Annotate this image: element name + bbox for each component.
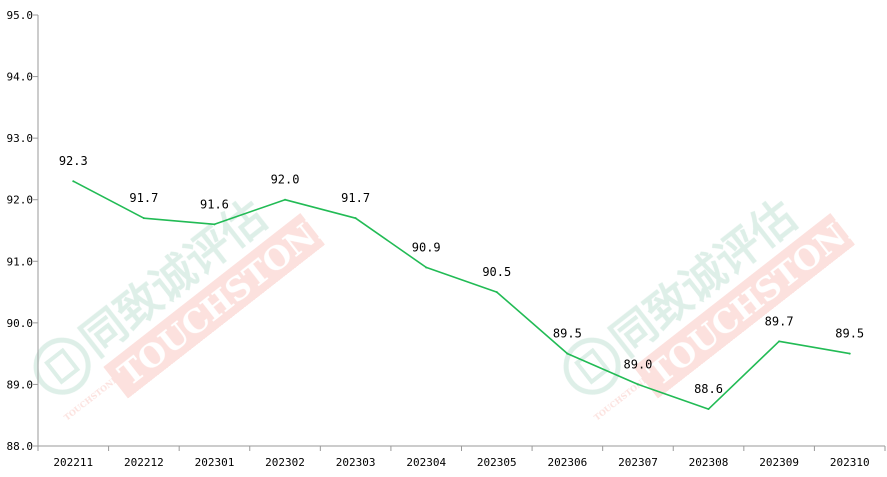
data-label: 90.5 — [482, 265, 511, 279]
watermark-logo-icon — [563, 337, 621, 395]
data-label: 92.3 — [59, 154, 88, 168]
x-tick-label: 202305 — [477, 456, 517, 469]
x-tick-label: 202303 — [336, 456, 376, 469]
x-tick-label: 202309 — [759, 456, 799, 469]
data-point — [707, 408, 710, 411]
y-tick-label: 94.0 — [7, 71, 34, 84]
watermark-small-text: TOUCHSTONE — [62, 374, 120, 422]
watermark-logo-inner-icon — [44, 347, 81, 385]
watermark-band — [103, 213, 325, 399]
data-point — [72, 180, 75, 183]
data-point — [566, 352, 569, 355]
data-point — [848, 352, 851, 355]
data-point — [495, 291, 498, 294]
watermark-small-text: TOUCHSTONE — [592, 374, 650, 422]
data-point — [778, 340, 781, 343]
y-tick-label: 89.0 — [7, 378, 34, 391]
data-label: 89.7 — [765, 314, 794, 328]
series-line — [72, 180, 850, 410]
y-tick-label: 90.0 — [7, 317, 34, 330]
watermark-band — [633, 213, 855, 399]
x-tick-label: 202310 — [830, 456, 870, 469]
y-tick-label: 88.0 — [7, 440, 34, 453]
data-point — [354, 217, 357, 220]
data-label: 91.7 — [341, 191, 370, 205]
y-tick-label: 93.0 — [7, 132, 34, 145]
y-tick-label: 92.0 — [7, 194, 34, 207]
y-tick-label: 91.0 — [7, 255, 34, 268]
data-label: 88.6 — [694, 382, 723, 396]
watermark-logo-icon — [33, 337, 91, 395]
data-label: 91.6 — [200, 197, 229, 211]
series-layer — [72, 180, 851, 411]
data-label: 90.9 — [412, 240, 441, 254]
x-tick-label: 202308 — [689, 456, 729, 469]
data-point — [425, 266, 428, 269]
data-label: 89.5 — [835, 327, 864, 341]
data-point — [636, 383, 639, 386]
axes: 95.0 94.0 93.0 92.0 91.0 90.0 89.0 88.0 202211 20… — [7, 9, 886, 469]
data-label: 89.5 — [553, 327, 582, 341]
data-labels: 92.3 91.7 91.6 92.0 91.7 90.9 90.5 89.5 89.0 88.6… — [59, 154, 864, 396]
x-tick-label: 202301 — [195, 456, 235, 469]
x-tick-label: 202302 — [265, 456, 305, 469]
x-tick-label: 202212 — [124, 456, 164, 469]
data-label: 92.0 — [271, 173, 300, 187]
x-tick-label: 202306 — [548, 456, 588, 469]
data-point — [213, 223, 216, 226]
watermark-logo-inner-icon — [574, 347, 611, 385]
x-tick-label: 202304 — [406, 456, 446, 469]
data-label: 89.0 — [624, 357, 653, 371]
data-point — [284, 198, 287, 201]
data-point — [142, 217, 145, 220]
x-tick-label: 202211 — [53, 456, 93, 469]
x-tick-label: 202307 — [618, 456, 658, 469]
data-label: 91.7 — [129, 191, 158, 205]
y-tick-label: 95.0 — [7, 9, 34, 22]
